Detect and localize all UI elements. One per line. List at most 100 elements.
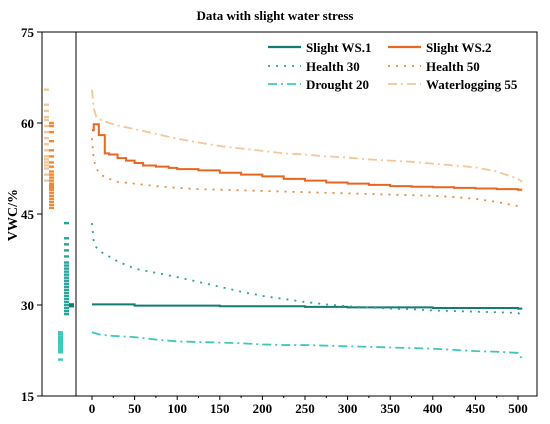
- distribution-mark: [49, 161, 54, 164]
- distribution-mark: [44, 173, 49, 176]
- distribution-mark: [58, 349, 63, 352]
- distribution-mark: [49, 179, 54, 182]
- x-tick-label: 250: [295, 401, 315, 416]
- distribution-mark: [64, 282, 69, 285]
- distribution-mark: [49, 188, 54, 191]
- distribution-mark: [49, 130, 54, 134]
- distribution-mark: [44, 130, 49, 134]
- distribution-mark: [64, 261, 69, 264]
- series-lines: [91, 89, 524, 361]
- distribution-mark: [64, 249, 69, 252]
- distribution-mark: [58, 342, 63, 346]
- distribution-mark: [49, 183, 54, 187]
- series-line-slight-ws-1: [92, 303, 523, 310]
- distribution-mark: [64, 288, 69, 292]
- series-line-health-50: [91, 138, 523, 210]
- distribution-mark: [64, 294, 69, 298]
- distribution-mark: [49, 206, 54, 210]
- chart-title: Data with slight water stress: [197, 8, 354, 23]
- distribution-mark: [49, 187, 54, 190]
- distribution-strips: [44, 88, 74, 361]
- distribution-mark: [58, 331, 63, 334]
- distribution-mark: [49, 185, 54, 188]
- distribution-mark: [44, 164, 49, 167]
- x-tick-label: 200: [253, 401, 273, 416]
- distribution-mark: [49, 155, 54, 158]
- legend-label-health-50: Health 50: [426, 59, 480, 74]
- distribution-mark: [49, 194, 54, 197]
- distribution-mark: [64, 243, 69, 246]
- distribution-mark: [58, 337, 63, 340]
- distribution-mark: [64, 267, 69, 270]
- distribution-mark: [64, 312, 69, 316]
- legend: Slight WS.1 Slight WS.2 Health 30 Health 50…: [268, 40, 518, 92]
- distribution-mark: [44, 155, 49, 158]
- distribution-mark: [49, 191, 54, 194]
- distribution-mark: [49, 140, 54, 143]
- x-tick-label: 500: [508, 401, 528, 416]
- x-tick-label: 350: [380, 401, 400, 416]
- distribution-mark: [64, 270, 69, 273]
- distribution-mark: [58, 332, 63, 336]
- distribution-mark: [64, 300, 69, 304]
- distribution-mark: [64, 279, 69, 282]
- distribution-mark: [64, 237, 69, 240]
- legend-label-slight-ws-2: Slight WS.2: [426, 40, 492, 55]
- x-axis: 0 50 100 150 200 250 300 350 400 450 500: [89, 396, 528, 416]
- x-tick-label: 150: [210, 401, 230, 416]
- distribution-mark: [44, 103, 49, 106]
- distribution-mark: [58, 340, 63, 344]
- distribution-mark: [49, 170, 54, 173]
- distribution-mark: [64, 309, 69, 313]
- distribution-mark: [49, 197, 54, 201]
- distribution-mark: [44, 88, 49, 91]
- distribution-mark: [49, 176, 54, 179]
- distribution-mark: [58, 335, 63, 338]
- distribution-mark: [44, 118, 49, 122]
- distribution-mark: [64, 306, 69, 310]
- distribution-mark: [64, 303, 69, 307]
- distribution-mark: [44, 143, 49, 146]
- distribution-mark: [49, 182, 54, 185]
- distribution-mark: [58, 347, 63, 350]
- legend-label-drought-20: Drought 20: [306, 77, 369, 92]
- x-tick-label: 50: [128, 401, 141, 416]
- legend-label-slight-ws-1: Slight WS.1: [306, 40, 372, 55]
- distribution-mark: [58, 358, 63, 361]
- distribution-mark: [49, 173, 54, 176]
- distribution-mark: [49, 149, 54, 152]
- distribution-mark: [44, 167, 49, 170]
- distribution-mark: [69, 303, 74, 306]
- distribution-mark: [49, 165, 54, 168]
- distribution-mark: [44, 179, 49, 182]
- distribution-mark: [58, 338, 63, 342]
- x-tick-label: 450: [466, 401, 486, 416]
- legend-label-health-30: Health 30: [306, 59, 360, 74]
- distribution-mark: [64, 291, 69, 295]
- y-tick-label: 75: [21, 25, 35, 40]
- series-line-waterlogging-55: [91, 89, 523, 183]
- series-line-slight-ws-2: [92, 123, 523, 191]
- y-axis: 15 30 45 60 75: [21, 25, 42, 404]
- distribution-mark: [58, 345, 63, 348]
- distribution-mark: [44, 109, 49, 113]
- legend-label-waterlogging-55: Waterlogging 55: [426, 77, 518, 92]
- y-tick-label: 60: [21, 116, 34, 131]
- distribution-mark: [49, 124, 54, 128]
- y-axis-label: VWC/%: [6, 189, 21, 241]
- y-tick-label: 45: [21, 207, 35, 222]
- distribution-mark: [44, 161, 49, 164]
- distribution-mark: [64, 264, 69, 267]
- distribution-mark: [44, 158, 49, 161]
- x-tick-label: 400: [423, 401, 443, 416]
- x-tick-label: 0: [89, 401, 96, 416]
- series-line-drought-20: [91, 331, 524, 361]
- x-tick-label: 100: [167, 401, 187, 416]
- distribution-mark: [49, 200, 54, 204]
- distribution-mark: [44, 115, 49, 119]
- distribution-mark: [64, 285, 69, 288]
- distribution-mark: [49, 203, 54, 207]
- distribution-mark: [64, 221, 69, 225]
- distribution-mark: [69, 305, 74, 308]
- distribution-mark: [58, 351, 63, 354]
